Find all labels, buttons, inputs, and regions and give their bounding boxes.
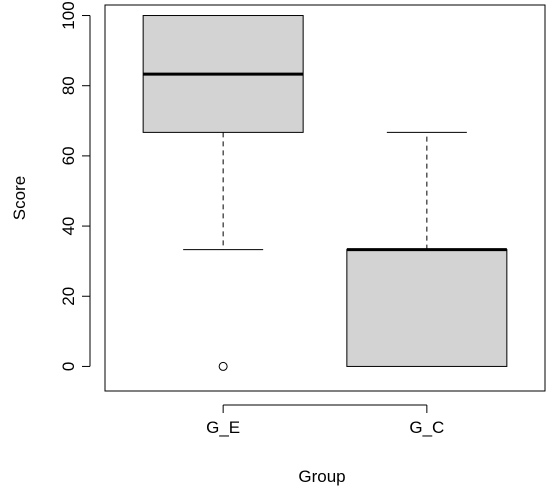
y-axis: 0 20 40 60 80 100 [59,1,91,371]
y-tick-label: 40 [59,217,78,236]
y-tick-label: 100 [59,1,78,29]
y-tick-label: 20 [59,287,78,306]
x-tick-label: G_E [206,418,240,437]
y-tick-label: 60 [59,146,78,165]
box-group [142,15,304,371]
x-axis: G_E G_C [206,404,444,437]
x-axis-title: Group [298,467,345,486]
y-axis-title: Score [10,176,29,220]
y-tick-label: 0 [59,362,78,371]
plot-frame [104,4,546,392]
x-tick-label: G_C [409,418,444,437]
y-tick-label: 80 [59,76,78,95]
box [346,249,508,367]
box-group [346,131,508,367]
outlier-point [218,361,228,371]
boxes [142,15,508,371]
